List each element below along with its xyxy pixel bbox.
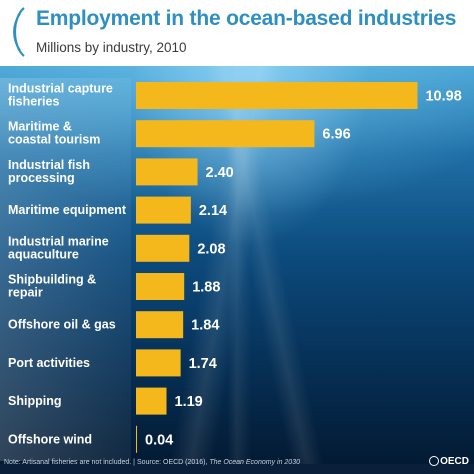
ocean-background: Industrial capture fisheries 10.98 Maritime… bbox=[0, 66, 474, 464]
bar-8 bbox=[136, 387, 167, 415]
value-label-4: 2.08 bbox=[197, 241, 225, 257]
source-publication: The Ocean Economy in 2030 bbox=[209, 459, 300, 466]
bar-9 bbox=[136, 425, 138, 453]
category-label-7: Port activities bbox=[8, 356, 90, 370]
oecd-logo: OECD bbox=[429, 456, 469, 467]
footer-bar bbox=[0, 464, 474, 474]
category-label-5: Shipbuilding & repair bbox=[8, 273, 96, 300]
bar-0 bbox=[136, 82, 418, 109]
value-label-9: 0.04 bbox=[145, 432, 173, 448]
bar-4 bbox=[136, 234, 190, 262]
category-label-3: Maritime equipment bbox=[8, 203, 127, 217]
bar-7 bbox=[136, 349, 181, 377]
chart-title: Employment in the ocean-based industries bbox=[36, 7, 457, 30]
chart-subtitle: Millions by industry, 2010 bbox=[36, 40, 187, 55]
category-label-2: Industrial fish processing bbox=[8, 158, 90, 185]
category-label-6: Offshore oil & gas bbox=[8, 318, 116, 332]
value-label-3: 2.14 bbox=[199, 203, 227, 219]
oecd-ring-icon bbox=[429, 456, 440, 466]
bar-3 bbox=[136, 196, 191, 224]
value-label-5: 1.88 bbox=[192, 280, 220, 296]
category-label-9: Offshore wind bbox=[8, 432, 92, 446]
category-label-0: Industrial capture fisheries bbox=[8, 82, 113, 109]
source-note: Note: Artisanal fisheries are not includ… bbox=[4, 459, 300, 466]
bar-2 bbox=[136, 158, 198, 186]
bar-5 bbox=[136, 273, 185, 300]
category-label-panel bbox=[0, 78, 131, 461]
value-label-0: 10.98 bbox=[425, 89, 461, 105]
bar-6 bbox=[136, 311, 184, 339]
oecd-wave-logo-icon bbox=[13, 7, 25, 57]
value-label-6: 1.84 bbox=[191, 318, 219, 334]
chart-header: Employment in the ocean-based industries… bbox=[0, 0, 474, 66]
value-label-1: 6.96 bbox=[322, 127, 350, 143]
category-label-8: Shipping bbox=[8, 394, 61, 408]
bar-1 bbox=[136, 120, 315, 148]
category-label-4: Industrial marine aquaculture bbox=[8, 234, 109, 261]
source-note-text: Note: Artisanal fisheries are not includ… bbox=[4, 459, 210, 466]
value-label-8: 1.19 bbox=[175, 394, 203, 410]
oecd-logo-text: OECD bbox=[440, 456, 469, 467]
category-label-1: Maritime & coastal tourism bbox=[8, 120, 100, 147]
value-label-7: 1.74 bbox=[189, 356, 217, 372]
value-label-2: 2.40 bbox=[206, 165, 234, 181]
bar-chart: Industrial capture fisheries 10.98 Maritime… bbox=[8, 82, 462, 453]
